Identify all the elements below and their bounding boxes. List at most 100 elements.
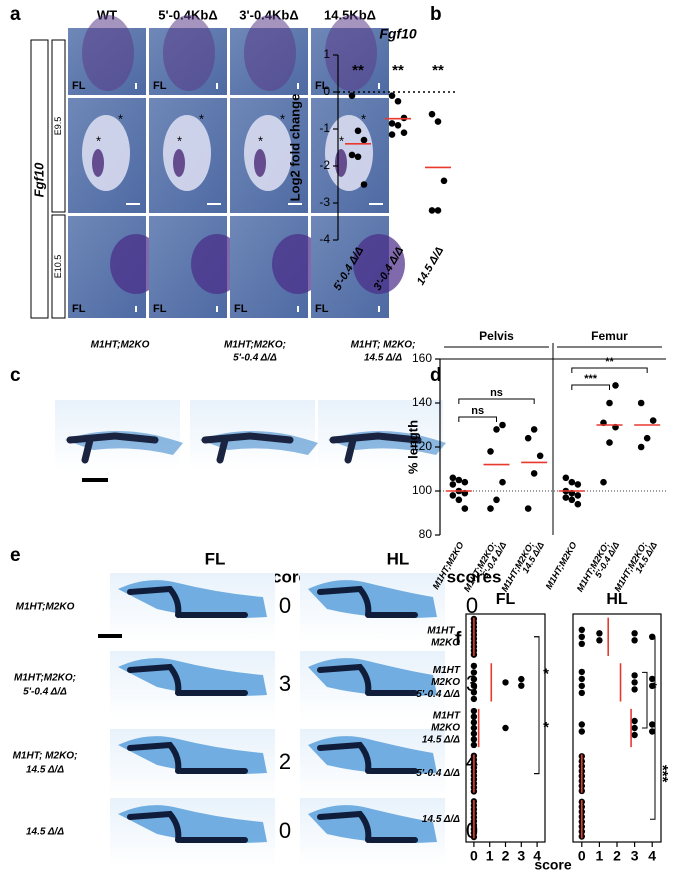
data-dot <box>470 724 478 732</box>
embryo-tissue <box>163 15 215 91</box>
data-dot <box>434 207 442 214</box>
data-dot <box>394 122 402 129</box>
score-header: scores <box>447 567 502 586</box>
data-dot <box>348 92 356 99</box>
significance-bracket <box>642 671 648 729</box>
photo-asterisk: * <box>118 111 123 126</box>
data-dot <box>470 689 478 696</box>
data-dot <box>536 452 544 460</box>
data-dot <box>388 92 396 99</box>
data-dot <box>562 474 570 482</box>
column-header: 5'-0.4KbΔ <box>158 7 217 22</box>
y-tick-label: -1 <box>319 121 330 135</box>
data-dot <box>470 675 478 683</box>
chart-title: Fgf10 <box>379 26 417 42</box>
genotype-label: 14.5 Δ/Δ <box>26 827 64 838</box>
limb-bone <box>317 810 418 843</box>
data-dot <box>440 177 448 185</box>
data-dot <box>631 637 638 644</box>
limb-bud <box>353 234 405 294</box>
limb-label: FL <box>315 303 329 315</box>
data-dot <box>470 713 478 720</box>
data-dot <box>596 630 603 637</box>
genotype-label: M1HT; M2KO; <box>13 751 78 762</box>
data-dot <box>394 97 402 105</box>
photo-asterisk: * <box>361 111 366 126</box>
data-dot <box>360 181 368 188</box>
data-dot <box>518 675 525 683</box>
limb-bone <box>317 585 418 618</box>
y-tick-label: 14.5 Δ/Δ <box>422 735 460 746</box>
x-tick-label: 3 <box>631 848 639 864</box>
data-dot <box>578 728 585 735</box>
panel-letter: b <box>430 4 442 25</box>
data-dot <box>518 682 525 689</box>
y-tick-label: M1HT <box>433 711 461 722</box>
data-dot <box>400 129 408 136</box>
genotype-label: M1HT;M2KO <box>16 602 75 613</box>
significance-bracket <box>650 636 656 820</box>
stage-box <box>51 39 66 213</box>
limb-score: 2 <box>279 749 291 774</box>
significance: * <box>543 665 549 682</box>
data-dot <box>649 728 656 735</box>
y-tick-label: 80 <box>419 527 433 541</box>
limb-bone <box>317 663 418 696</box>
genotype-label: 5'-0.4 Δ/Δ <box>233 353 277 364</box>
data-dot <box>524 434 532 442</box>
comparison-bracket <box>571 384 610 390</box>
x-tick-label: 3 <box>517 848 525 864</box>
section-label: Pelvis <box>479 329 514 343</box>
data-dot <box>631 686 638 693</box>
limb-label: FL <box>72 303 86 315</box>
x-tick-label: 4 <box>533 848 541 864</box>
data-dot <box>487 505 494 512</box>
photo-asterisk: * <box>280 111 285 126</box>
x-axis-label: score <box>534 857 572 873</box>
data-dot <box>649 675 656 683</box>
data-dot <box>643 434 651 442</box>
data-dot <box>499 421 506 429</box>
data-dot <box>428 207 436 214</box>
y-tick-label: 1 <box>323 47 330 61</box>
data-dot <box>354 153 362 161</box>
comparison-bracket <box>458 416 497 422</box>
data-dot <box>455 496 463 504</box>
x-tick-label: 4 <box>648 848 656 864</box>
genotype-label: M1HT;M2KO <box>91 340 150 351</box>
data-dot <box>461 505 469 512</box>
y-tick-label: -3 <box>319 195 330 209</box>
data-dot <box>360 136 368 144</box>
y-axis-label: % length <box>405 420 420 474</box>
data-dot <box>562 494 570 501</box>
comparison-bracket <box>458 398 535 404</box>
embryo-stain <box>92 149 104 177</box>
genotype-label: M1HT; M2KO; <box>351 340 416 351</box>
data-dot <box>631 724 638 732</box>
data-dot <box>470 669 478 676</box>
column-header: 14.5KbΔ <box>324 7 376 22</box>
significance: ** <box>432 62 444 79</box>
data-dot <box>493 426 500 433</box>
data-dot <box>348 151 356 159</box>
stage-label: E9.5 <box>53 117 63 136</box>
limb-bone <box>329 432 422 464</box>
photo-asterisk: * <box>199 111 204 126</box>
data-dot <box>530 470 538 477</box>
y-tick-label: 5'-0.4 Δ/Δ <box>416 768 460 779</box>
genotype-label: 14.5 Δ/Δ <box>364 353 402 364</box>
limb-bone <box>127 663 248 696</box>
data-dot <box>568 478 576 486</box>
data-dot <box>574 500 582 508</box>
data-dot <box>470 741 478 749</box>
comparison-label: ns <box>471 405 484 417</box>
y-tick-label: 140 <box>412 395 432 409</box>
data-dot <box>631 731 638 739</box>
x-tick-label: 2 <box>502 848 510 864</box>
data-dot <box>449 492 457 499</box>
y-tick-label: M2KO <box>431 637 460 648</box>
embryo-stain <box>335 149 347 177</box>
y-tick-label: 14.5 Δ/Δ <box>422 814 460 825</box>
data-dot <box>578 682 585 690</box>
limb-bone <box>127 741 248 774</box>
